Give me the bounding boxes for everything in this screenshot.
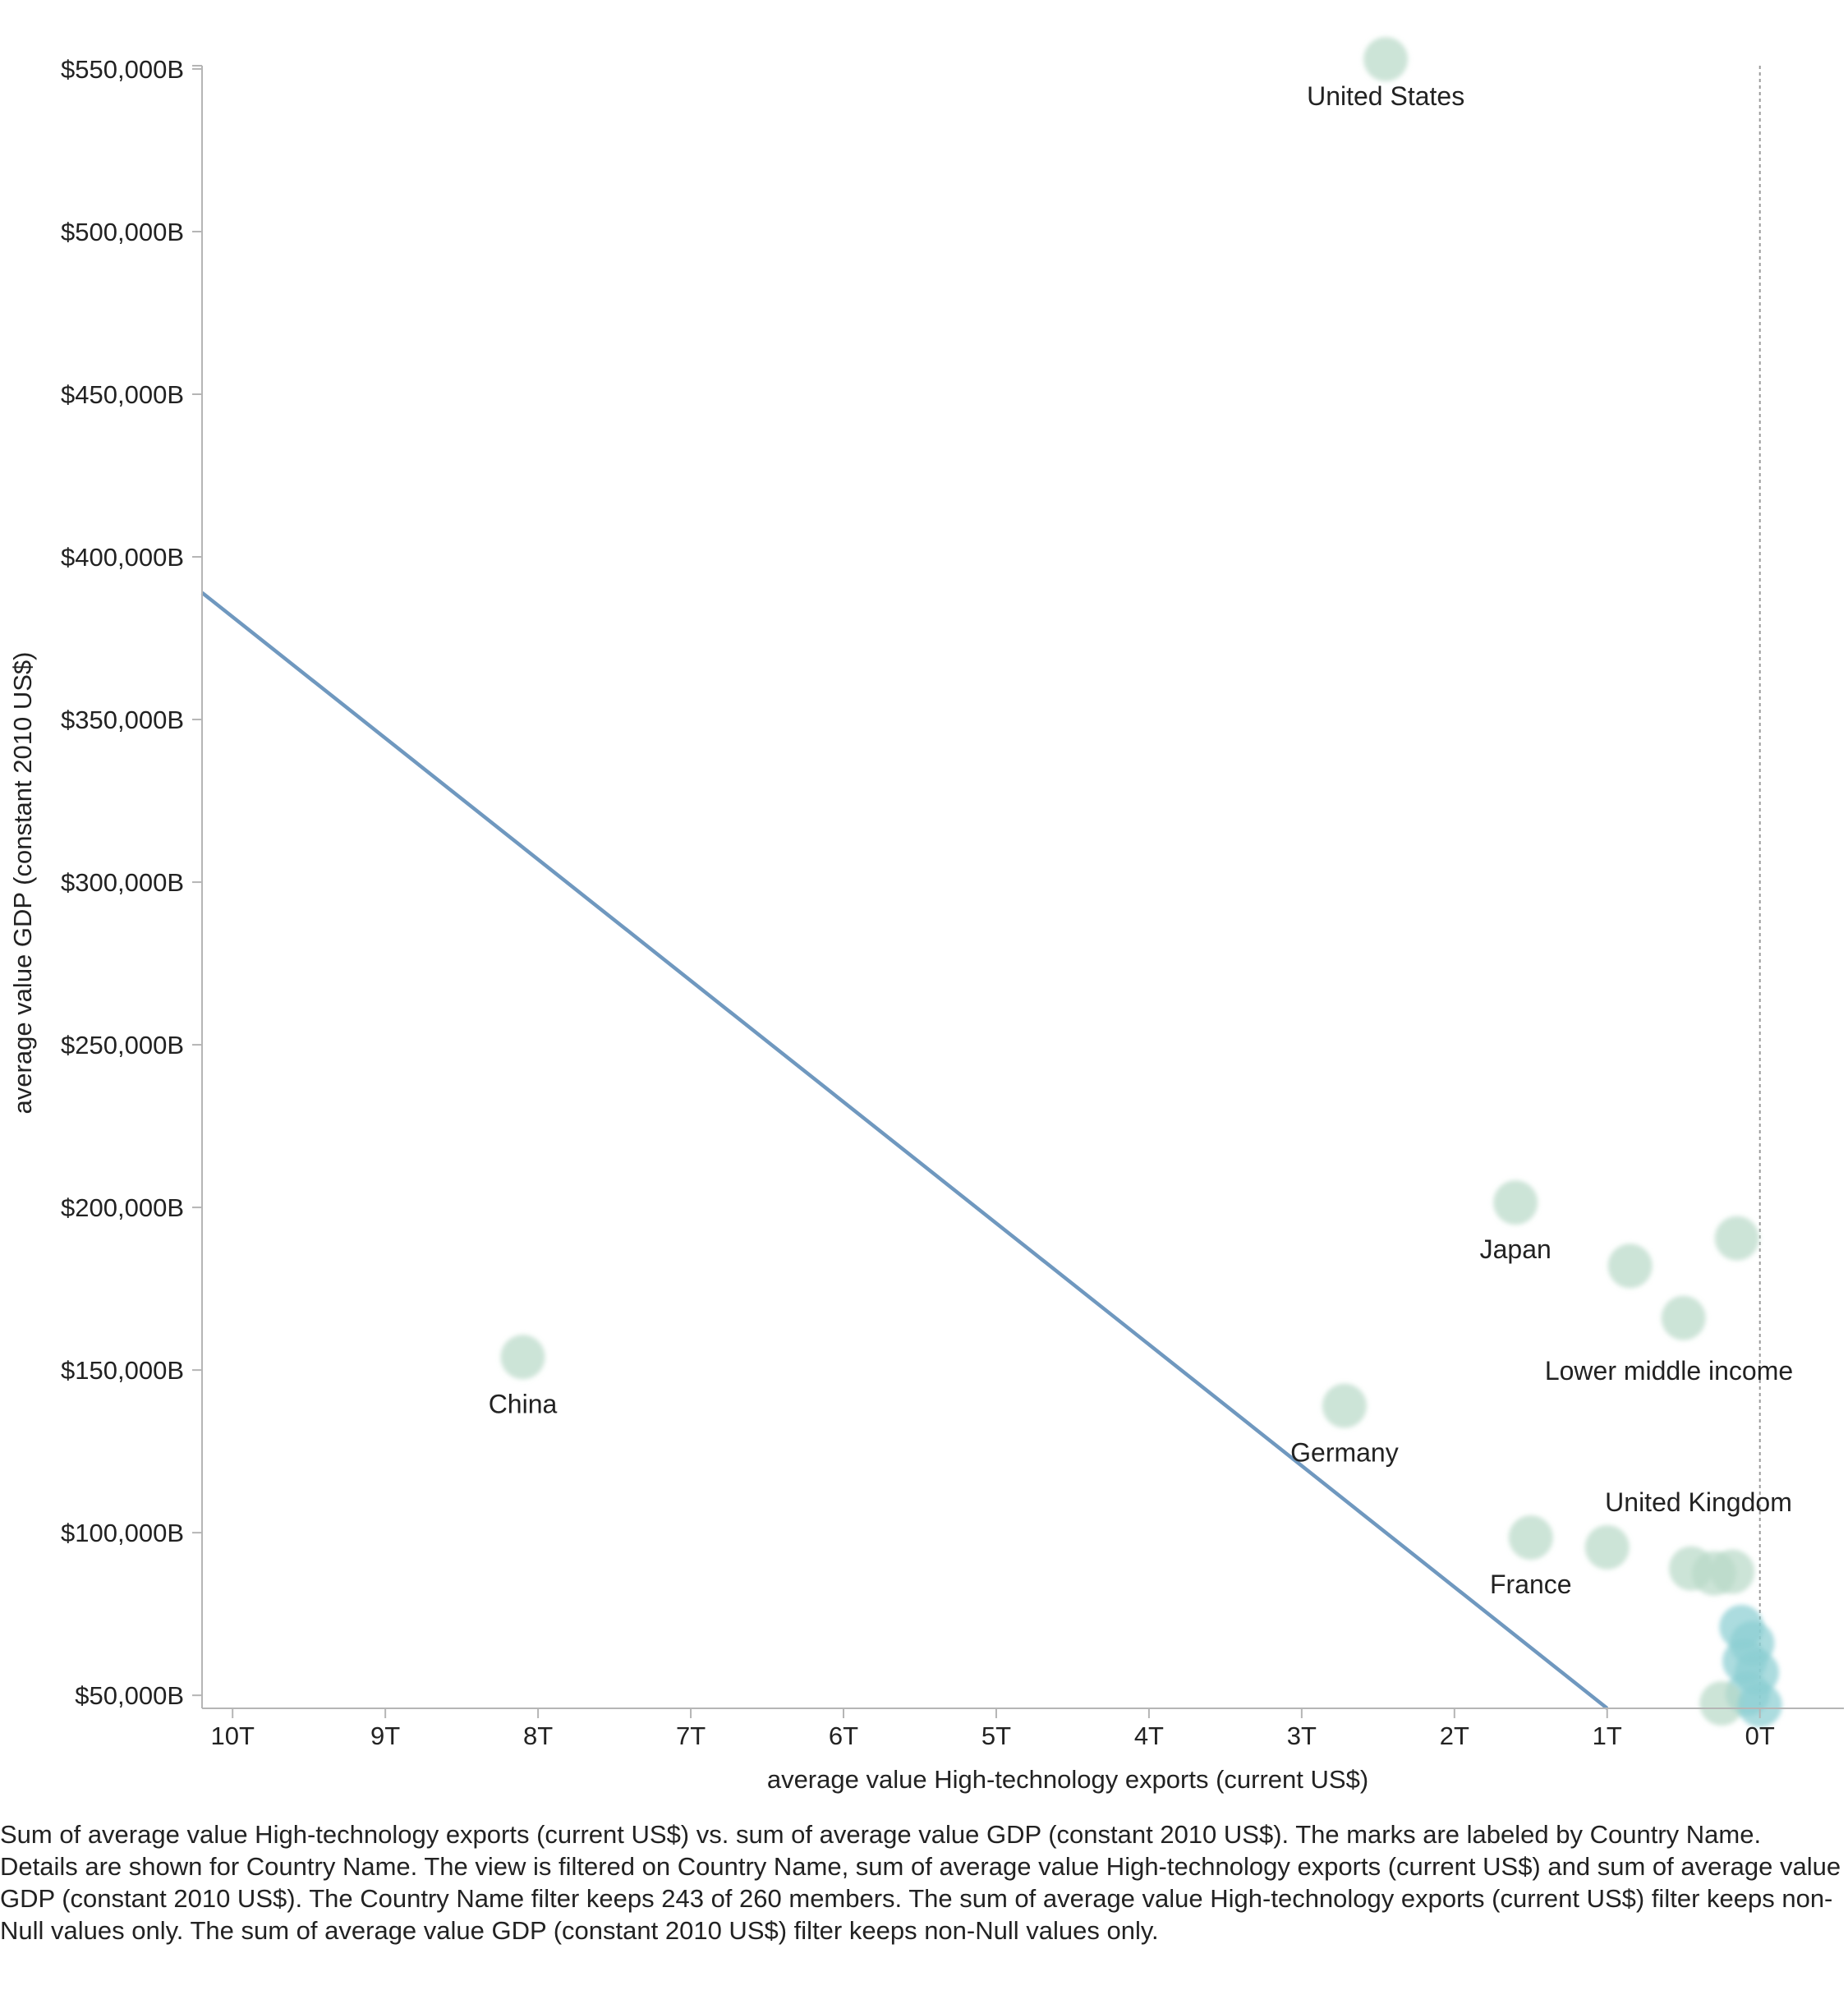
x-tick-label: 6T (829, 1721, 858, 1750)
y-tick-label: $450,000B (61, 380, 184, 409)
y-tick-label: $350,000B (61, 706, 184, 734)
data-point (1714, 1216, 1759, 1261)
point-label: United States (1307, 81, 1464, 111)
y-tick-label: $400,000B (61, 543, 184, 572)
chart-caption: Sum of average value High-technology exp… (0, 1820, 1841, 1945)
data-point (1699, 1681, 1745, 1726)
x-tick-label: 2T (1440, 1721, 1469, 1750)
data-point (1493, 1180, 1538, 1225)
point-label: Lower middle income (1545, 1356, 1793, 1386)
data-points (500, 37, 1782, 1728)
data-point (1363, 37, 1409, 82)
point-label: United Kingdom (1605, 1487, 1792, 1517)
y-axis-title: average value GDP (constant 2010 US$) (8, 652, 37, 1115)
y-tick-label: $550,000B (61, 55, 184, 84)
y-tick-label: $250,000B (61, 1031, 184, 1059)
point-label: Germany (1290, 1438, 1399, 1468)
data-point (1322, 1383, 1367, 1428)
trend-line (200, 591, 1609, 1710)
x-tick-label: 5T (981, 1721, 1011, 1750)
x-tick-label: 7T (676, 1721, 706, 1750)
x-tick-label: 3T (1287, 1721, 1317, 1750)
x-tick-label: 4T (1134, 1721, 1164, 1750)
point-labels: United States Japan Lower middle income Chi… (489, 81, 1793, 1599)
data-point (1661, 1295, 1706, 1340)
y-tick-label: $200,000B (61, 1193, 184, 1222)
x-tick-label: 10T (210, 1721, 254, 1750)
x-tick-label: 1T (1593, 1721, 1622, 1750)
point-label: France (1490, 1570, 1572, 1599)
y-tick-label: $150,000B (61, 1356, 184, 1385)
scatter-chart: $550,000B $500,000B $450,000B $400,000B $350… (8, 37, 1844, 1794)
point-label: China (489, 1389, 558, 1418)
y-tick-label: $100,000B (61, 1519, 184, 1547)
data-point (1737, 1683, 1782, 1728)
x-axis-title: average value High-technology exports (c… (767, 1765, 1368, 1794)
point-label: Japan (1480, 1234, 1551, 1264)
data-point (1710, 1549, 1755, 1594)
y-tick-label: $300,000B (61, 868, 184, 897)
y-tick-label: $500,000B (61, 218, 184, 246)
data-point (500, 1335, 545, 1380)
data-point (1584, 1524, 1630, 1570)
data-point (1607, 1243, 1653, 1289)
x-tick-label: 0T (1745, 1721, 1775, 1750)
x-tick-label: 9T (370, 1721, 400, 1750)
trend-line-layer (200, 591, 1609, 1710)
y-tick-label: $50,000B (75, 1681, 184, 1710)
data-point (1508, 1515, 1553, 1560)
axes: $550,000B $500,000B $450,000B $400,000B $350… (61, 55, 1844, 1750)
x-tick-label: 8T (523, 1721, 553, 1750)
